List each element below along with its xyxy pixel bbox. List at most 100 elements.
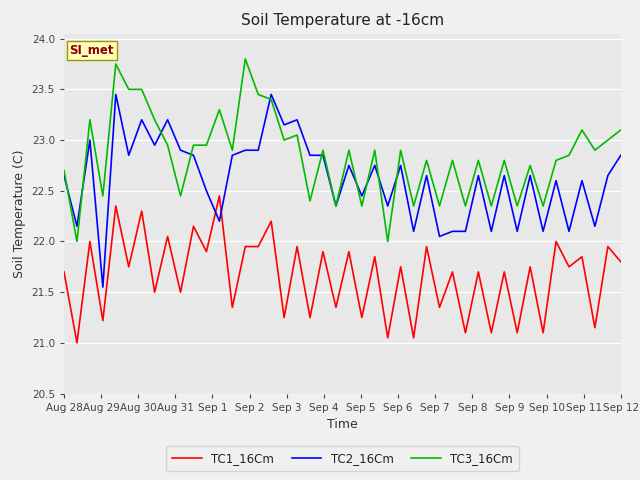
TC1_16Cm bbox=[203, 249, 211, 254]
TC1_16Cm bbox=[112, 203, 120, 209]
TC3_16Cm bbox=[371, 147, 379, 153]
TC3_16Cm bbox=[332, 203, 340, 209]
TC3_16Cm bbox=[358, 203, 365, 209]
TC2_16Cm bbox=[228, 153, 236, 158]
Text: SI_met: SI_met bbox=[70, 44, 114, 58]
TC2_16Cm bbox=[241, 147, 249, 153]
TC3_16Cm bbox=[591, 147, 599, 153]
TC2_16Cm bbox=[474, 173, 482, 179]
TC1_16Cm bbox=[332, 304, 340, 310]
TC3_16Cm bbox=[125, 86, 132, 92]
TC2_16Cm bbox=[552, 178, 560, 183]
TC1_16Cm bbox=[397, 264, 404, 270]
TC3_16Cm bbox=[241, 56, 249, 62]
TC3_16Cm bbox=[99, 193, 107, 199]
TC1_16Cm bbox=[86, 239, 93, 244]
X-axis label: Time: Time bbox=[327, 418, 358, 431]
TC1_16Cm bbox=[228, 304, 236, 310]
TC2_16Cm bbox=[125, 153, 132, 158]
TC3_16Cm bbox=[164, 142, 172, 148]
TC3_16Cm bbox=[177, 193, 184, 199]
TC1_16Cm bbox=[268, 218, 275, 224]
TC3_16Cm bbox=[604, 137, 612, 143]
TC1_16Cm bbox=[125, 264, 132, 270]
TC2_16Cm bbox=[319, 153, 327, 158]
TC2_16Cm bbox=[423, 173, 431, 179]
TC1_16Cm bbox=[177, 289, 184, 295]
TC1_16Cm bbox=[73, 340, 81, 346]
TC1_16Cm bbox=[449, 269, 456, 275]
TC2_16Cm bbox=[397, 163, 404, 168]
TC2_16Cm bbox=[112, 92, 120, 97]
TC2_16Cm bbox=[268, 92, 275, 97]
TC1_16Cm bbox=[604, 244, 612, 250]
TC2_16Cm bbox=[500, 173, 508, 179]
TC1_16Cm bbox=[591, 325, 599, 331]
TC2_16Cm bbox=[461, 228, 469, 234]
TC3_16Cm bbox=[216, 107, 223, 112]
TC3_16Cm bbox=[60, 168, 68, 173]
TC2_16Cm bbox=[345, 163, 353, 168]
TC3_16Cm bbox=[306, 198, 314, 204]
TC3_16Cm bbox=[410, 203, 417, 209]
TC2_16Cm bbox=[177, 147, 184, 153]
Legend: TC1_16Cm, TC2_16Cm, TC3_16Cm: TC1_16Cm, TC2_16Cm, TC3_16Cm bbox=[166, 446, 518, 471]
TC3_16Cm bbox=[565, 153, 573, 158]
TC3_16Cm bbox=[280, 137, 288, 143]
TC1_16Cm bbox=[371, 254, 379, 260]
TC2_16Cm bbox=[591, 223, 599, 229]
TC1_16Cm bbox=[488, 330, 495, 336]
TC1_16Cm bbox=[293, 244, 301, 250]
TC1_16Cm bbox=[540, 330, 547, 336]
TC2_16Cm bbox=[578, 178, 586, 183]
TC3_16Cm bbox=[449, 157, 456, 163]
TC3_16Cm bbox=[151, 117, 159, 123]
TC2_16Cm bbox=[164, 117, 172, 123]
TC3_16Cm bbox=[552, 157, 560, 163]
TC1_16Cm bbox=[513, 330, 521, 336]
TC1_16Cm bbox=[99, 318, 107, 324]
TC1_16Cm bbox=[436, 304, 444, 310]
TC3_16Cm bbox=[268, 96, 275, 102]
TC1_16Cm bbox=[474, 269, 482, 275]
TC2_16Cm bbox=[371, 163, 379, 168]
TC1_16Cm bbox=[60, 269, 68, 275]
TC3_16Cm bbox=[540, 203, 547, 209]
TC3_16Cm bbox=[189, 142, 197, 148]
TC3_16Cm bbox=[526, 163, 534, 168]
TC2_16Cm bbox=[203, 188, 211, 193]
TC3_16Cm bbox=[500, 157, 508, 163]
TC2_16Cm bbox=[60, 173, 68, 179]
TC3_16Cm bbox=[86, 117, 93, 123]
TC2_16Cm bbox=[151, 142, 159, 148]
TC3_16Cm bbox=[138, 86, 145, 92]
TC2_16Cm bbox=[189, 153, 197, 158]
TC3_16Cm bbox=[513, 203, 521, 209]
TC2_16Cm bbox=[410, 228, 417, 234]
TC2_16Cm bbox=[306, 153, 314, 158]
TC3_16Cm bbox=[578, 127, 586, 133]
TC1_16Cm bbox=[319, 249, 327, 254]
TC1_16Cm bbox=[384, 335, 392, 341]
TC3_16Cm bbox=[461, 203, 469, 209]
TC3_16Cm bbox=[73, 239, 81, 244]
TC1_16Cm bbox=[358, 315, 365, 321]
TC2_16Cm bbox=[86, 137, 93, 143]
TC2_16Cm bbox=[604, 173, 612, 179]
TC2_16Cm bbox=[617, 153, 625, 158]
TC2_16Cm bbox=[488, 228, 495, 234]
TC1_16Cm bbox=[461, 330, 469, 336]
TC1_16Cm bbox=[241, 244, 249, 250]
TC1_16Cm bbox=[151, 289, 159, 295]
TC2_16Cm bbox=[513, 228, 521, 234]
TC3_16Cm bbox=[254, 92, 262, 97]
Line: TC3_16Cm: TC3_16Cm bbox=[64, 59, 621, 241]
TC1_16Cm bbox=[617, 259, 625, 264]
Y-axis label: Soil Temperature (C): Soil Temperature (C) bbox=[13, 149, 26, 278]
TC1_16Cm bbox=[552, 239, 560, 244]
TC1_16Cm bbox=[500, 269, 508, 275]
TC3_16Cm bbox=[617, 127, 625, 133]
TC1_16Cm bbox=[565, 264, 573, 270]
TC2_16Cm bbox=[565, 228, 573, 234]
TC2_16Cm bbox=[254, 147, 262, 153]
